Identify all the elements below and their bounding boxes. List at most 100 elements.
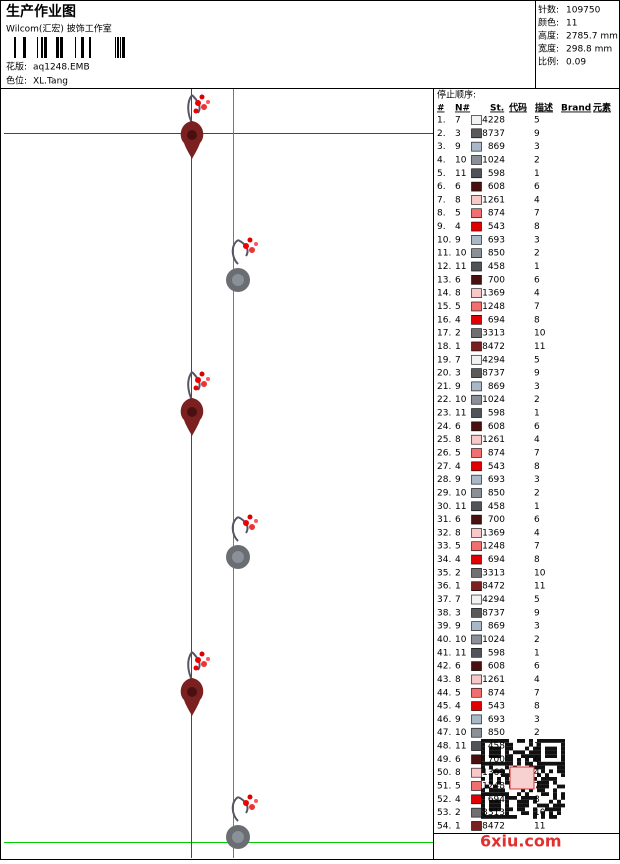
swatch [471,661,482,671]
description: 4 [534,528,540,538]
qr-cell [481,799,485,804]
qr-cell [481,788,485,793]
needle: 7 [455,355,461,365]
qr-cell [505,811,509,815]
qr-cell [493,807,497,812]
qr-cell [513,815,517,819]
qr-watermark [478,737,568,821]
qr-cell [505,777,509,781]
qr-cell [553,754,557,758]
row-index: 17. [437,329,451,339]
description: 4 [534,289,540,299]
swatch [471,328,482,338]
column-header: 元素 [593,102,611,114]
qr-cell [481,758,485,762]
stitch-code: 4294 [482,355,505,365]
qr-cell [521,803,525,808]
qr-cell [497,803,501,808]
stitch-code: 3313 [482,568,505,578]
stitch-code: 874 [488,449,505,459]
description: 2 [534,249,540,259]
qr-cell [485,739,489,743]
stitch-code: 608 [488,662,505,672]
qr-cell [529,761,533,766]
qr-cell [549,761,553,766]
info-value: 298.8 mm [566,45,612,55]
qr-cell [557,811,561,815]
row-index: 29. [437,488,451,498]
qr-cell [525,792,529,796]
qr-cell [545,761,549,766]
swatch [471,767,482,778]
description: 7 [534,688,540,698]
qr-cell [509,815,513,819]
qr-cell [525,796,529,800]
qr-cell [541,803,545,808]
qr-cell [505,739,509,743]
qr-cell [501,773,505,777]
qr-cell [485,761,489,766]
qr-cell [505,815,509,819]
description: 8 [534,315,540,325]
qr-cell [497,739,501,743]
qr-cell [481,777,485,781]
qr-cell [553,780,557,785]
description: 10 [534,568,546,578]
qr-cell [501,792,505,796]
qr-cell [533,815,537,819]
qr-cell [501,761,505,766]
needle: 5 [455,688,461,698]
qr-cell [497,799,501,804]
qr-cell [481,761,485,766]
needle: 8 [455,768,461,778]
needle: 9 [455,235,461,245]
qr-cell [553,815,557,819]
qr-cell [545,750,549,755]
swatch [471,621,482,631]
qr-cell [549,807,553,812]
row-index: 30. [437,502,451,512]
description: 7 [534,209,540,219]
swatch [471,727,482,738]
qr-cell [489,799,493,804]
swatch [471,474,482,485]
qr-cell [489,777,493,781]
stitch-code: 8472 [482,582,505,592]
stitch-code: 693 [488,475,505,485]
needle: 7 [455,595,461,605]
needle: 11 [455,648,466,658]
watermark: 6xiu.com [480,832,562,851]
swatch [471,781,482,791]
needle: 1 [455,821,461,831]
stitch-code: 1248 [482,302,505,312]
qr-cell [493,799,497,804]
qr-cell [525,803,529,808]
stitch-code: 598 [488,169,505,179]
qr-cell [497,792,501,796]
row-index: 18. [437,342,451,352]
row-index: 44. [437,688,451,698]
qr-cell [525,746,529,751]
qr-cell [505,799,509,804]
qr-cell [541,788,545,793]
qr-cell [497,750,501,755]
needle: 5 [455,449,461,459]
row-index: 15. [437,302,451,312]
qr-cell [561,769,565,774]
qr-cell [545,739,549,743]
swatch [471,821,482,831]
stitch-code: 850 [488,728,505,738]
description: 10 [534,808,546,818]
description: 3 [534,622,540,632]
needle: 5 [455,302,461,312]
row-index: 46. [437,715,451,725]
description: 4 [534,768,540,778]
stitch-code: 4294 [482,595,505,605]
swatch [471,568,482,578]
needle: 9 [455,475,461,485]
qr-cell [501,788,505,793]
row-index: 24. [437,422,451,432]
needle: 9 [455,382,461,392]
swatch [471,208,482,219]
